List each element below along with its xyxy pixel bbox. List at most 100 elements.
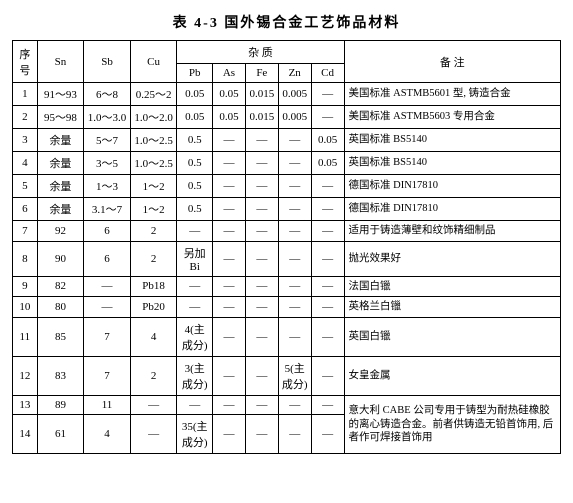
cell-cu: 1.0～2.0 [130,106,177,129]
cell-zn: — [278,297,311,318]
cell-cu: — [130,414,177,453]
cell-zn: — [278,129,311,152]
col-header-cu: Cu [130,41,177,83]
cell-sb: 5～7 [84,129,131,152]
cell-zn: — [278,414,311,453]
cell-remark: 德国标准 DIN17810 [344,175,561,198]
cell-fe: — [245,276,278,297]
col-header-zn: Zn [278,64,311,83]
col-header-as: As [213,64,246,83]
cell-sb: 6 [84,241,131,276]
col-header-remark: 备 注 [344,41,561,83]
cell-zn: — [278,198,311,221]
cell-pb: 另加 Bi [177,241,213,276]
cell-cu: Pb20 [130,297,177,318]
cell-fe: — [245,414,278,453]
cell-fe: — [245,395,278,414]
cell-sn: 95～98 [37,106,84,129]
cell-idx: 11 [13,317,38,356]
cell-idx: 5 [13,175,38,198]
cell-fe: 0.015 [245,106,278,129]
cell-cd: — [311,297,344,318]
col-header-sn: Sn [37,41,84,83]
cell-sn: 61 [37,414,84,453]
cell-zn: — [278,241,311,276]
cell-idx: 14 [13,414,38,453]
cell-cu: 1.0～2.5 [130,129,177,152]
cell-fe: — [245,129,278,152]
cell-idx: 4 [13,152,38,175]
cell-sn: 91～93 [37,83,84,106]
cell-sb: — [84,297,131,318]
cell-zn: 0.005 [278,106,311,129]
cell-as: — [213,152,246,175]
col-header-cd: Cd [311,64,344,83]
cell-cu: 1.0～2.5 [130,152,177,175]
cell-remark: 英国标准 BS5140 [344,129,561,152]
cell-cd: — [311,106,344,129]
cell-idx: 1 [13,83,38,106]
cell-remark: 法国白镴 [344,276,561,297]
cell-as: — [213,198,246,221]
table-row: 982—Pb18—————法国白镴 [13,276,561,297]
cell-fe: — [245,356,278,395]
cell-cd: — [311,395,344,414]
cell-remark: 抛光效果好 [344,241,561,276]
cell-as: — [213,395,246,414]
cell-sb: 11 [84,395,131,414]
cell-cd: — [311,83,344,106]
cell-cu: 4 [130,317,177,356]
cell-sb: 7 [84,356,131,395]
cell-zn: — [278,395,311,414]
cell-pb: — [177,221,213,242]
col-header-impurity: 杂 质 [177,41,344,64]
cell-zn: 5(主成分) [278,356,311,395]
cell-remark: 英格兰白镴 [344,297,561,318]
cell-pb: 4(主成分) [177,317,213,356]
table-title: 表 4-3 国外锡合金工艺饰品材料 [12,12,561,32]
cell-fe: — [245,152,278,175]
cell-as: — [213,221,246,242]
cell-sn: 余量 [37,129,84,152]
cell-zn: 0.005 [278,83,311,106]
cell-cd: 0.05 [311,152,344,175]
cell-idx: 8 [13,241,38,276]
cell-as: — [213,297,246,318]
cell-zn: — [278,317,311,356]
cell-remark: 英国白镴 [344,317,561,356]
cell-sb: 6～8 [84,83,131,106]
cell-cu: 1～2 [130,198,177,221]
cell-sn: 90 [37,241,84,276]
table-row: 89062另加 Bi————抛光效果好 [13,241,561,276]
cell-as: — [213,356,246,395]
cell-remark: 意大利 CABE 公司专用于铸型为耐热硅橡胶的离心铸造合金。前者供铸造无铅首饰用… [344,395,561,453]
cell-sb: 1～3 [84,175,131,198]
cell-sn: 92 [37,221,84,242]
cell-sn: 80 [37,297,84,318]
cell-idx: 2 [13,106,38,129]
cell-as: 0.05 [213,83,246,106]
cell-sb: — [84,276,131,297]
cell-cu: 1～2 [130,175,177,198]
cell-cd: — [311,221,344,242]
cell-remark: 德国标准 DIN17810 [344,198,561,221]
cell-fe: — [245,198,278,221]
cell-pb: 3(主成分) [177,356,213,395]
cell-cd: — [311,241,344,276]
cell-sn: 83 [37,356,84,395]
table-row: 1080—Pb20—————英格兰白镴 [13,297,561,318]
table-header: 序号 Sn Sb Cu 杂 质 备 注 Pb As Fe Zn Cd [13,41,561,83]
cell-cu: 2 [130,221,177,242]
cell-remark: 美国标准 ASTMB5603 专用合金 [344,106,561,129]
table-row: 191～936～80.25～20.050.050.0150.005—美国标准 A… [13,83,561,106]
table-body: 191～936～80.25～20.050.050.0150.005—美国标准 A… [13,83,561,454]
table-row: 79262—————适用于铸造薄壁和纹饰精细制品 [13,221,561,242]
table-row: 295～981.0～3.01.0～2.00.050.050.0150.005—美… [13,106,561,129]
cell-remark: 适用于铸造薄壁和纹饰精细制品 [344,221,561,242]
cell-pb: — [177,297,213,318]
cell-as: 0.05 [213,106,246,129]
cell-sb: 3～5 [84,152,131,175]
cell-fe: 0.015 [245,83,278,106]
cell-cd: 0.05 [311,129,344,152]
cell-cd: — [311,356,344,395]
